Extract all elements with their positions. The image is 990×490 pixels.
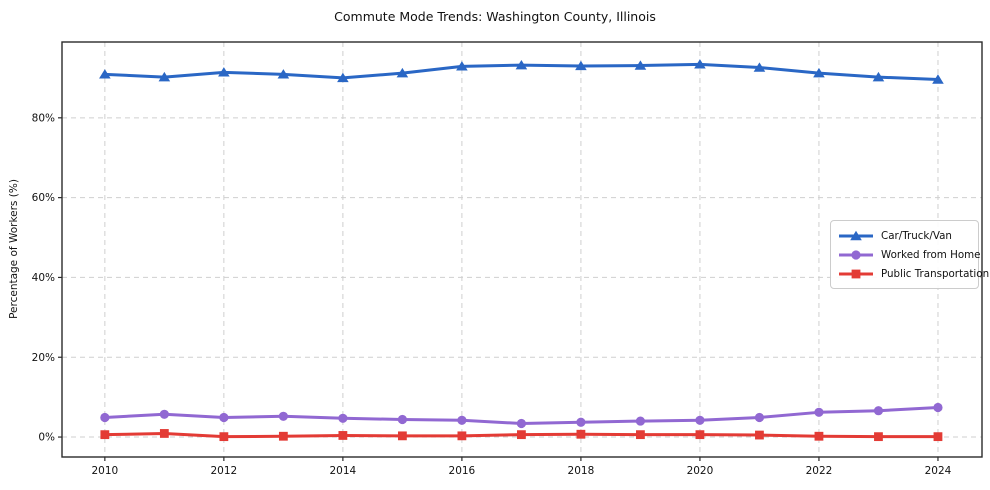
series-public-transportation — [100, 429, 943, 442]
svg-text:40%: 40% — [32, 272, 55, 284]
svg-text:2024: 2024 — [925, 465, 952, 477]
legend-label-worked-from-home: Worked from Home — [881, 248, 981, 261]
legend-triangle-marker-icon — [839, 230, 873, 240]
svg-text:80%: 80% — [32, 112, 55, 124]
svg-text:2020: 2020 — [687, 465, 714, 477]
svg-text:2014: 2014 — [330, 465, 357, 477]
svg-text:60%: 60% — [32, 192, 55, 204]
series-worked-from-home — [100, 402, 943, 429]
legend-label-public-transportation: Public Transportation — [881, 267, 990, 280]
legend-item-worked-from-home: Worked from Home — [838, 245, 981, 264]
svg-text:2016: 2016 — [449, 465, 476, 477]
legend: Car/Truck/Van Worked from Home Public Tr… — [830, 220, 989, 289]
legend-label-car-truck-van: Car/Truck/Van — [881, 229, 952, 242]
svg-text:2012: 2012 — [210, 465, 237, 477]
chart-title: Commute Mode Trends: Washington County, … — [334, 9, 656, 24]
series-car-truck-van — [99, 59, 944, 84]
legend-square-marker-icon — [839, 269, 873, 278]
legend-item-car-truck-van: Car/Truck/Van — [838, 226, 971, 245]
svg-text:2018: 2018 — [568, 465, 595, 477]
legend-circle-marker-icon — [839, 249, 873, 260]
svg-text:2022: 2022 — [806, 465, 833, 477]
svg-text:0%: 0% — [38, 432, 55, 444]
svg-text:20%: 20% — [32, 352, 55, 364]
legend-item-public-transportation: Public Transportation — [838, 264, 989, 283]
svg-text:2010: 2010 — [91, 465, 118, 477]
